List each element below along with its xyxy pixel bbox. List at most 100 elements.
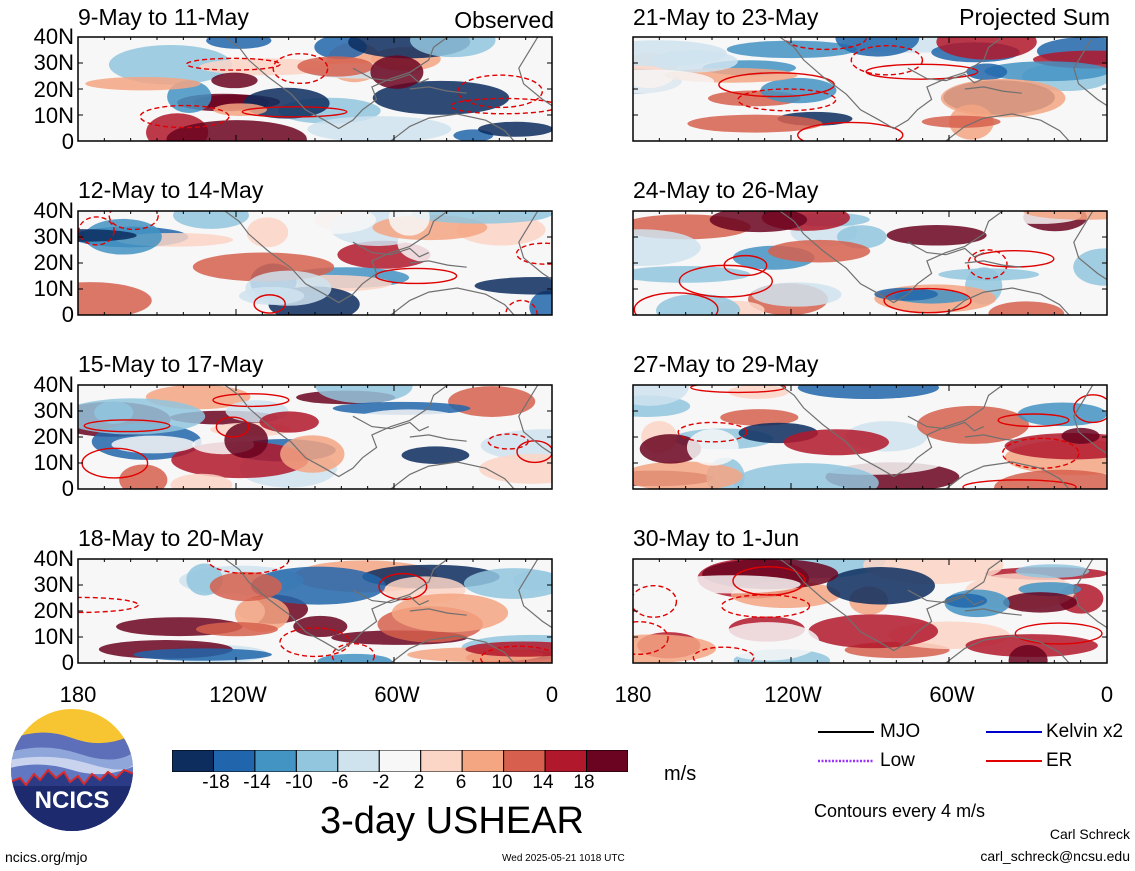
shear-anomaly-region (826, 567, 936, 605)
shear-anomaly-region (111, 435, 196, 454)
legend-er-label: ER (1046, 750, 1073, 771)
er-contour (633, 292, 719, 315)
coastline (518, 385, 552, 455)
colorbar-label: -18 (202, 772, 230, 793)
site-link[interactable]: ncics.org/mjo (5, 849, 88, 865)
colorbar-cell (172, 750, 214, 772)
shear-anomaly-region (1023, 211, 1107, 220)
shear-anomaly-region (209, 571, 282, 602)
lat-label-10n: 10N (33, 276, 74, 301)
coastline (352, 415, 430, 432)
shear-anomaly-region (650, 50, 738, 73)
coastline (390, 287, 515, 315)
shear-anomaly-region (474, 277, 552, 295)
shear-anomaly-region (317, 653, 392, 663)
shear-anomaly-region (633, 461, 743, 489)
er-contour (677, 421, 748, 443)
er-contour (1014, 622, 1103, 645)
er-contour (375, 267, 458, 285)
legend-kelvin-label: Kelvin x2 (1046, 721, 1124, 742)
shear-anomaly-region (448, 386, 536, 417)
er-contour (1073, 394, 1107, 424)
panel-title-projected-1: 21-May to 23-May (633, 4, 819, 30)
timestamp: Wed 2025-05-21 1018 UTC (502, 853, 625, 864)
er-contour (185, 57, 281, 71)
coastline (224, 211, 449, 304)
coastline (518, 211, 552, 281)
shear-anomaly-region (797, 385, 940, 400)
coastline (352, 67, 430, 84)
coastline (945, 287, 1070, 315)
shear-anomaly-region (874, 287, 938, 301)
map-panel (77, 384, 553, 490)
colorbar-cell (378, 750, 422, 772)
er-contour (967, 249, 1008, 280)
colorbar-cell (544, 750, 588, 772)
coastline (907, 67, 985, 84)
shear-anomaly-region (94, 401, 134, 424)
coastline (409, 608, 467, 616)
coastline (907, 241, 985, 258)
lat-label-40n: 40N (33, 546, 74, 571)
lat-label-20n: 20N (33, 250, 74, 275)
lon-label-180: 180 (59, 682, 97, 707)
lon-label-60w: 60W (374, 682, 420, 707)
er-contour (212, 393, 290, 408)
lon-label-0: 0 (545, 682, 559, 707)
shear-anomaly-region (1008, 644, 1048, 663)
coastline (390, 113, 515, 141)
shear-anomaly-region (633, 385, 689, 406)
er-contour (737, 88, 837, 112)
lat-label-0: 0 (61, 129, 74, 154)
shear-anomaly-region (687, 114, 823, 133)
coastline (1073, 559, 1107, 629)
shear-anomaly-region (173, 211, 249, 229)
shear-anomaly-region (633, 229, 701, 266)
shear-anomaly-region (938, 268, 1040, 281)
colorbar-cell (254, 750, 297, 772)
lat-label-30n: 30N (33, 50, 74, 75)
legend-mjo-label: MJO (880, 721, 921, 742)
shear-anomaly-region (463, 568, 552, 599)
shear-anomaly-region (751, 282, 842, 307)
shear-anomaly-region (246, 217, 289, 248)
er-contour (457, 74, 544, 109)
shear-anomaly-region (372, 80, 510, 115)
panel-title-observed-3: 15-May to 17-May (78, 351, 264, 377)
er-contour (78, 596, 139, 614)
shear-anomaly-region (921, 115, 1001, 128)
shear-anomaly-region (293, 615, 348, 638)
units-label: m/s (664, 763, 697, 785)
colorbar-label: 6 (455, 772, 467, 793)
shear-anomaly-region (108, 45, 233, 85)
colorbar-label: -10 (285, 772, 313, 793)
ncics-logo: NCICS (11, 709, 133, 831)
observed-label: Observed (454, 7, 554, 33)
coastline (945, 461, 1070, 489)
coastline (224, 559, 449, 652)
coastline (964, 86, 1022, 94)
er-contour (83, 419, 171, 433)
lat-label-10n: 10N (33, 624, 74, 649)
panel-title-observed-2: 12-May to 14-May (78, 177, 264, 203)
coastline (518, 37, 552, 107)
colorbar-label: 2 (413, 772, 425, 793)
lat-label-20n: 20N (33, 424, 74, 449)
er-contour (720, 594, 811, 618)
shear-anomaly-region (988, 301, 1065, 315)
shear-anomaly-region (767, 239, 871, 263)
shear-anomaly-region (940, 78, 1066, 118)
lon-label-0: 0 (1100, 682, 1114, 707)
coastline (945, 635, 1070, 663)
shear-anomaly-region (994, 469, 1107, 489)
er-contour (331, 642, 376, 663)
colorbar-cell (212, 750, 256, 772)
er-contour (487, 433, 529, 450)
coastline (409, 260, 467, 268)
shear-anomaly-region (709, 211, 808, 233)
panel-title-observed-4: 18-May to 20-May (78, 525, 264, 551)
author-email[interactable]: carl_schreck@ncsu.edu (980, 848, 1130, 864)
er-contour (139, 104, 230, 129)
er-contour (279, 627, 351, 658)
shear-anomaly-region (411, 211, 552, 224)
